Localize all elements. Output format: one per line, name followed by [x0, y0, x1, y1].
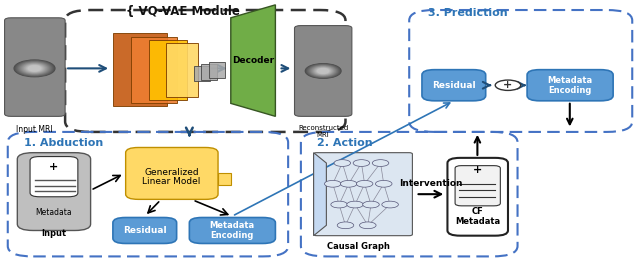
Circle shape	[21, 63, 48, 74]
FancyBboxPatch shape	[455, 166, 500, 206]
FancyBboxPatch shape	[209, 62, 225, 78]
Circle shape	[20, 63, 49, 74]
Circle shape	[26, 65, 43, 72]
Circle shape	[360, 222, 376, 229]
Circle shape	[17, 61, 52, 75]
Circle shape	[376, 180, 392, 187]
Polygon shape	[218, 173, 231, 185]
Text: Causal Graph: Causal Graph	[327, 241, 390, 251]
Circle shape	[356, 180, 373, 187]
FancyBboxPatch shape	[125, 148, 218, 199]
Circle shape	[15, 60, 54, 76]
Circle shape	[312, 67, 334, 75]
Text: Metadata: Metadata	[35, 208, 72, 217]
Text: Input: Input	[41, 229, 66, 237]
Text: Input MRI: Input MRI	[16, 125, 53, 134]
Circle shape	[308, 65, 339, 77]
Circle shape	[308, 65, 338, 77]
Circle shape	[28, 65, 42, 71]
Text: Residual: Residual	[123, 226, 166, 235]
Text: 3. Prediction: 3. Prediction	[428, 8, 508, 18]
Circle shape	[317, 68, 330, 74]
FancyBboxPatch shape	[422, 70, 486, 101]
FancyBboxPatch shape	[148, 40, 188, 100]
Text: 1. Abduction: 1. Abduction	[24, 138, 103, 148]
FancyBboxPatch shape	[166, 43, 198, 97]
Circle shape	[305, 64, 341, 78]
Polygon shape	[314, 153, 326, 236]
Circle shape	[382, 201, 398, 208]
Polygon shape	[231, 5, 275, 116]
Circle shape	[307, 64, 340, 78]
Text: Residual: Residual	[432, 81, 476, 90]
Text: Generalized: Generalized	[144, 168, 199, 177]
Circle shape	[310, 65, 337, 77]
FancyBboxPatch shape	[202, 64, 218, 79]
Text: +: +	[503, 80, 513, 90]
FancyBboxPatch shape	[194, 66, 210, 81]
Circle shape	[22, 63, 47, 73]
Circle shape	[316, 68, 331, 74]
Circle shape	[337, 222, 354, 229]
Circle shape	[363, 201, 380, 208]
Text: Reconstructed
MRI: Reconstructed MRI	[298, 125, 348, 138]
FancyBboxPatch shape	[189, 218, 275, 244]
Circle shape	[24, 64, 45, 73]
Circle shape	[18, 62, 51, 75]
FancyBboxPatch shape	[314, 153, 412, 236]
Text: +: +	[473, 165, 482, 175]
Text: Metadata
Encoding: Metadata Encoding	[547, 75, 593, 95]
Circle shape	[347, 201, 364, 208]
FancyBboxPatch shape	[4, 18, 65, 116]
Text: Intervention: Intervention	[399, 179, 463, 188]
FancyBboxPatch shape	[447, 158, 508, 236]
Circle shape	[340, 180, 357, 187]
Circle shape	[495, 80, 521, 90]
FancyBboxPatch shape	[113, 33, 167, 106]
Text: Linear Model: Linear Model	[142, 178, 201, 186]
Circle shape	[19, 62, 50, 75]
Circle shape	[311, 66, 335, 76]
Circle shape	[331, 201, 348, 208]
Text: Decoder: Decoder	[232, 56, 274, 65]
FancyBboxPatch shape	[113, 218, 177, 244]
Circle shape	[26, 65, 44, 72]
Text: +: +	[49, 162, 58, 172]
Circle shape	[334, 160, 351, 166]
Circle shape	[324, 180, 341, 187]
FancyBboxPatch shape	[527, 70, 613, 101]
Circle shape	[14, 60, 55, 77]
FancyBboxPatch shape	[294, 26, 352, 116]
Circle shape	[314, 67, 332, 75]
Text: CF
Metadata: CF Metadata	[455, 206, 500, 226]
Circle shape	[317, 69, 329, 73]
Text: { VQ-VAE Module: { VQ-VAE Module	[125, 5, 239, 18]
Text: 2. Action: 2. Action	[317, 138, 372, 148]
Circle shape	[28, 66, 41, 71]
Circle shape	[372, 160, 389, 166]
FancyBboxPatch shape	[131, 37, 177, 103]
Circle shape	[16, 61, 53, 76]
Circle shape	[353, 160, 370, 166]
Text: Metadata
Encoding: Metadata Encoding	[209, 221, 255, 240]
Circle shape	[313, 67, 333, 75]
FancyBboxPatch shape	[30, 156, 78, 197]
Circle shape	[23, 64, 45, 73]
FancyBboxPatch shape	[17, 153, 91, 230]
